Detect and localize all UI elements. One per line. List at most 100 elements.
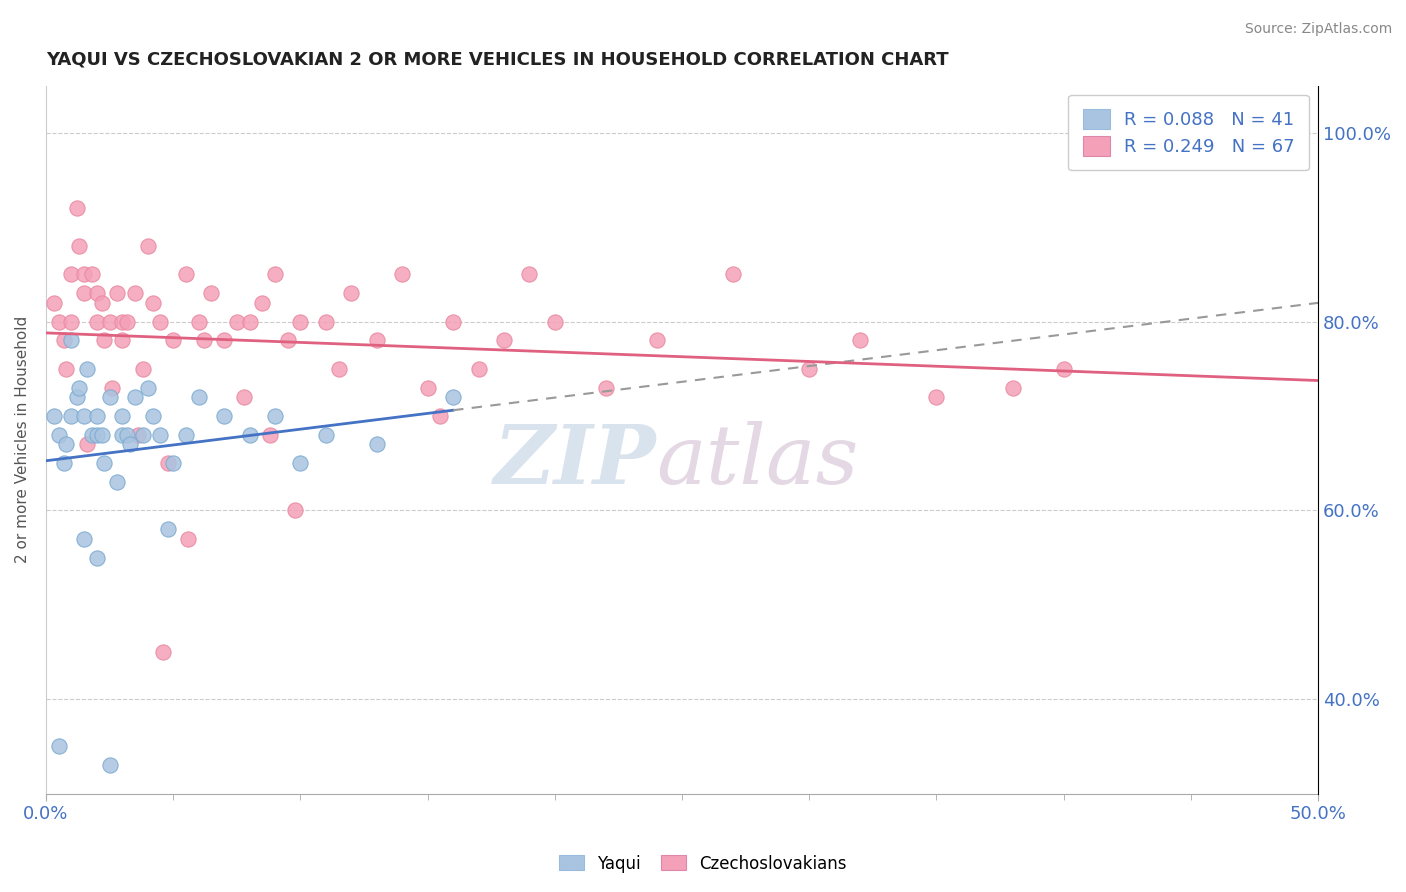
Point — [60, 334, 83, 348]
Point — [264, 409, 287, 423]
Point — [136, 239, 159, 253]
Point — [111, 409, 134, 423]
Point — [73, 268, 96, 282]
Point — [252, 295, 274, 310]
Point — [80, 268, 103, 282]
Point — [86, 286, 108, 301]
Point — [429, 409, 451, 423]
Point — [60, 315, 83, 329]
Point — [48, 315, 70, 329]
Point — [124, 390, 146, 404]
Point — [157, 522, 180, 536]
Point — [162, 456, 184, 470]
Text: YAQUI VS CZECHOSLOVAKIAN 2 OR MORE VEHICLES IN HOUSEHOLD CORRELATION CHART: YAQUI VS CZECHOSLOVAKIAN 2 OR MORE VEHIC… — [46, 51, 949, 69]
Point — [340, 286, 363, 301]
Point — [86, 409, 108, 423]
Point — [177, 532, 200, 546]
Point — [277, 334, 299, 348]
Point — [157, 456, 180, 470]
Point — [366, 334, 388, 348]
Point — [127, 428, 149, 442]
Point — [48, 428, 70, 442]
Point — [290, 315, 312, 329]
Point — [366, 437, 388, 451]
Point — [73, 532, 96, 546]
Point — [152, 645, 174, 659]
Point — [98, 390, 121, 404]
Point — [212, 409, 235, 423]
Point — [55, 361, 77, 376]
Point — [67, 381, 90, 395]
Point — [799, 361, 821, 376]
Point — [259, 428, 281, 442]
Point — [48, 739, 70, 754]
Point — [284, 503, 307, 517]
Point — [416, 381, 439, 395]
Point — [67, 239, 90, 253]
Point — [290, 456, 312, 470]
Point — [86, 428, 108, 442]
Point — [111, 334, 134, 348]
Point — [111, 315, 134, 329]
Point — [60, 409, 83, 423]
Point — [52, 334, 75, 348]
Point — [174, 268, 197, 282]
Point — [73, 286, 96, 301]
Point — [441, 390, 464, 404]
Point — [315, 315, 337, 329]
Point — [544, 315, 567, 329]
Legend: R = 0.088   N = 41, R = 0.249   N = 67: R = 0.088 N = 41, R = 0.249 N = 67 — [1069, 95, 1309, 170]
Point — [117, 428, 139, 442]
Point — [73, 409, 96, 423]
Point — [849, 334, 872, 348]
Point — [149, 315, 172, 329]
Point — [441, 315, 464, 329]
Point — [131, 361, 153, 376]
Point — [86, 550, 108, 565]
Point — [233, 390, 256, 404]
Point — [91, 295, 114, 310]
Point — [519, 268, 541, 282]
Point — [111, 428, 134, 442]
Text: atlas: atlas — [657, 421, 859, 500]
Text: ZIP: ZIP — [494, 421, 657, 500]
Point — [925, 390, 948, 404]
Point — [101, 381, 124, 395]
Point — [174, 428, 197, 442]
Point — [65, 390, 87, 404]
Point — [238, 315, 260, 329]
Point — [52, 456, 75, 470]
Point — [200, 286, 222, 301]
Point — [65, 201, 87, 215]
Point — [91, 428, 114, 442]
Point — [391, 268, 413, 282]
Legend: Yaqui, Czechoslovakians: Yaqui, Czechoslovakians — [553, 848, 853, 880]
Point — [238, 428, 260, 442]
Point — [105, 475, 128, 489]
Y-axis label: 2 or more Vehicles in Household: 2 or more Vehicles in Household — [15, 316, 30, 563]
Point — [55, 437, 77, 451]
Point — [149, 428, 172, 442]
Point — [187, 315, 209, 329]
Point — [492, 334, 515, 348]
Point — [315, 428, 337, 442]
Point — [131, 428, 153, 442]
Point — [117, 315, 139, 329]
Text: Source: ZipAtlas.com: Source: ZipAtlas.com — [1244, 22, 1392, 37]
Point — [98, 758, 121, 772]
Point — [93, 456, 115, 470]
Point — [118, 437, 141, 451]
Point — [105, 286, 128, 301]
Point — [42, 295, 65, 310]
Point — [80, 428, 103, 442]
Point — [136, 381, 159, 395]
Point — [721, 268, 744, 282]
Point — [142, 295, 165, 310]
Point — [162, 334, 184, 348]
Point — [76, 361, 98, 376]
Point — [76, 437, 98, 451]
Point — [225, 315, 247, 329]
Point — [328, 361, 350, 376]
Point — [60, 268, 83, 282]
Point — [124, 286, 146, 301]
